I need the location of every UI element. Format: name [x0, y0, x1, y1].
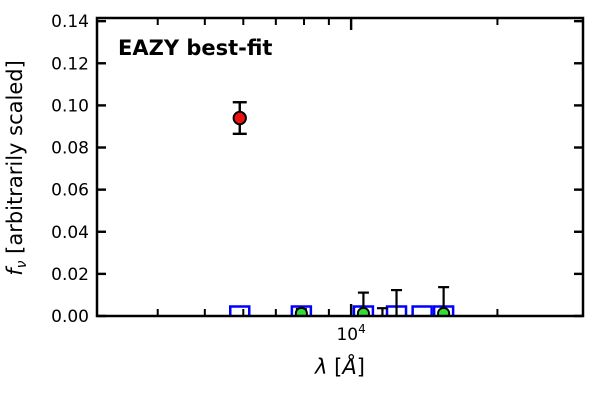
- model-photometry-square: [411, 305, 433, 316]
- observed-photometry-faint-point: [294, 306, 308, 316]
- y-tick-label: 0.04: [51, 223, 89, 243]
- observed-photometry-detection-point: [232, 110, 247, 126]
- y-axis-label: fν [arbitrarily scaled]: [3, 60, 30, 276]
- observed-photometry-faint-point: [437, 306, 451, 316]
- y-tick-label: 0.08: [51, 139, 89, 159]
- x-tick-label: 104: [336, 322, 365, 345]
- x-tick-label-exponent: 4: [358, 322, 366, 336]
- model-photometry-square: [290, 305, 313, 316]
- observed-photometry-faint-point: [356, 306, 370, 316]
- y-tick-label: 0.02: [51, 265, 89, 285]
- y-tick-label: 0.12: [51, 54, 89, 74]
- data-layer: [229, 101, 455, 316]
- y-tick-label: 0.06: [51, 181, 89, 201]
- axes-frame: [95, 16, 585, 318]
- x-tick-label-base: 10: [336, 325, 358, 345]
- axis-ticks: [97, 18, 584, 318]
- y-tick-label: 0.00: [51, 307, 89, 327]
- model-photometry-square: [229, 305, 251, 316]
- tick-labels: 104 0.00 0.02 0.04 0.06 0.08 0.10 0.12 0.14: [51, 12, 366, 345]
- x-axis-label: λ [Å]: [314, 353, 365, 379]
- y-tick-label: 0.14: [51, 12, 89, 32]
- annotation-eazy-best-fit: EAZY best-fit: [118, 36, 272, 60]
- y-tick-label: 0.10: [51, 96, 89, 116]
